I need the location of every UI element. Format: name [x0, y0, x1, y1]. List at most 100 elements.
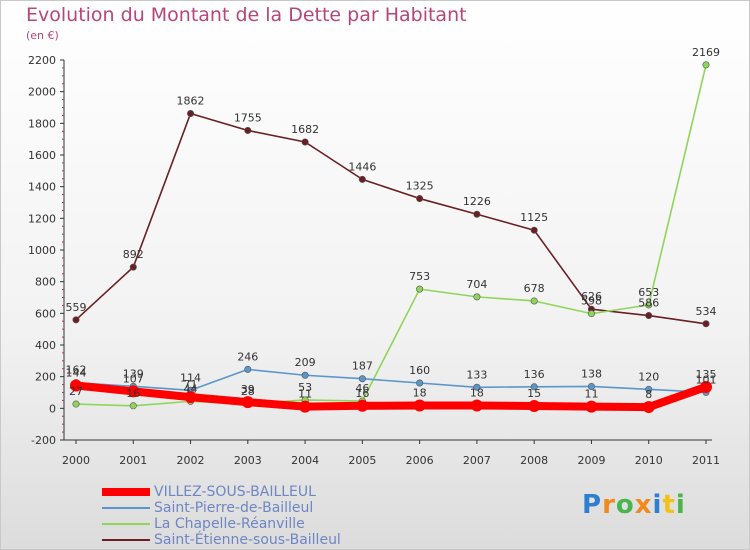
y-tick-label: 800 — [35, 276, 56, 289]
data-label: 136 — [524, 368, 545, 381]
legend-swatch — [102, 488, 150, 496]
data-label: 559 — [66, 301, 87, 314]
data-point — [530, 383, 538, 391]
data-point — [645, 301, 653, 309]
data-point — [473, 210, 481, 218]
data-label: 753 — [409, 270, 430, 283]
y-tick-label: 1600 — [28, 149, 56, 162]
data-point — [244, 365, 252, 373]
data-point — [416, 379, 424, 387]
logo-letter: i — [675, 490, 686, 520]
y-tick-label: 1400 — [28, 181, 56, 194]
data-label: 133 — [466, 368, 487, 381]
data-point — [702, 320, 710, 328]
series-line-1 — [75, 64, 707, 407]
data-label: 626 — [581, 290, 602, 303]
data-label: 678 — [524, 282, 545, 295]
data-label: 1446 — [348, 160, 376, 173]
y-tick-label: 1200 — [28, 212, 56, 225]
data-point — [244, 126, 252, 134]
data-label: 18 — [413, 386, 427, 399]
logo-letter: P — [582, 490, 603, 520]
y-tick-label: 600 — [35, 307, 56, 320]
data-label: 101 — [696, 373, 717, 386]
series-line-2 — [75, 368, 707, 394]
data-label: 1226 — [463, 195, 491, 208]
legend-swatch — [102, 539, 150, 541]
y-tick-label: 1000 — [28, 244, 56, 257]
logo-letter: i — [652, 490, 663, 520]
data-label: 598 — [581, 295, 602, 308]
data-label: 892 — [123, 248, 144, 261]
data-label: 138 — [581, 367, 602, 380]
y-tick-label: 0 — [49, 402, 56, 415]
data-point — [530, 297, 538, 305]
y-tick-label: 2000 — [28, 86, 56, 99]
legend-swatch — [102, 523, 150, 525]
data-point — [585, 400, 598, 413]
data-label: 46 — [355, 382, 369, 395]
data-point — [301, 371, 309, 379]
data-point — [700, 380, 712, 393]
data-label: 11 — [584, 388, 598, 401]
legend-swatch — [102, 507, 150, 509]
legend-label: Saint-Étienne-sous-Bailleul — [154, 532, 341, 548]
series-line-3 — [72, 381, 710, 412]
data-point — [645, 312, 653, 320]
chart-subtitle: (en €) — [26, 29, 59, 42]
data-label: 53 — [298, 381, 312, 394]
data-point — [358, 375, 366, 383]
x-tick-label: 2007 — [463, 454, 491, 467]
data-label: 135 — [696, 368, 717, 381]
x-tick-label: 2009 — [577, 454, 605, 467]
x-tick-label: 2008 — [520, 454, 548, 467]
proxiti-logo: Proxiti — [582, 490, 686, 520]
data-point — [416, 285, 424, 293]
chart-title: Evolution du Montant de la Dette par Hab… — [26, 4, 467, 26]
data-label: 120 — [638, 370, 659, 383]
data-label: 209 — [295, 356, 316, 369]
logo-letter: t — [662, 490, 676, 520]
data-label: 1125 — [520, 211, 548, 224]
logo-letter: o — [615, 490, 635, 520]
data-label: 16 — [126, 387, 140, 400]
data-point — [470, 399, 483, 412]
legend-label: VILLEZ-SOUS-BAILLEUL — [154, 484, 316, 500]
data-point — [587, 382, 595, 390]
data-label: 162 — [66, 364, 87, 377]
series-line-0 — [75, 112, 707, 325]
data-point — [72, 316, 80, 324]
data-point — [70, 379, 82, 392]
data-label: 71 — [184, 378, 198, 391]
logo-letter: x — [634, 490, 653, 520]
x-tick-label: 2000 — [62, 454, 90, 467]
data-label: 1682 — [291, 123, 319, 136]
legend-label: Saint-Pierre-de-Bailleul — [154, 500, 314, 516]
y-tick-label: 200 — [35, 371, 56, 384]
y-tick-label: -200 — [31, 434, 56, 447]
data-point — [528, 399, 541, 412]
data-point — [356, 399, 369, 412]
data-point — [129, 263, 137, 271]
data-point — [72, 400, 80, 408]
data-label: 653 — [638, 286, 659, 299]
data-label: 107 — [123, 372, 144, 385]
data-point — [587, 310, 595, 318]
data-label: 8 — [645, 388, 652, 401]
data-label: 11 — [298, 388, 312, 401]
data-point — [473, 293, 481, 301]
data-point — [642, 401, 655, 414]
data-label: 704 — [466, 278, 487, 291]
x-tick-label: 2002 — [177, 454, 205, 467]
data-label: 144 — [66, 367, 87, 380]
data-point — [530, 226, 538, 234]
data-label: 1755 — [234, 111, 262, 124]
data-label: 16 — [355, 387, 369, 400]
data-label: 187 — [352, 360, 373, 373]
data-label: 114 — [180, 371, 201, 384]
y-tick-label: 400 — [35, 339, 56, 352]
data-point — [645, 385, 653, 393]
data-label: 28 — [241, 385, 255, 398]
data-point — [129, 402, 137, 410]
logo-letter: r — [602, 490, 616, 520]
